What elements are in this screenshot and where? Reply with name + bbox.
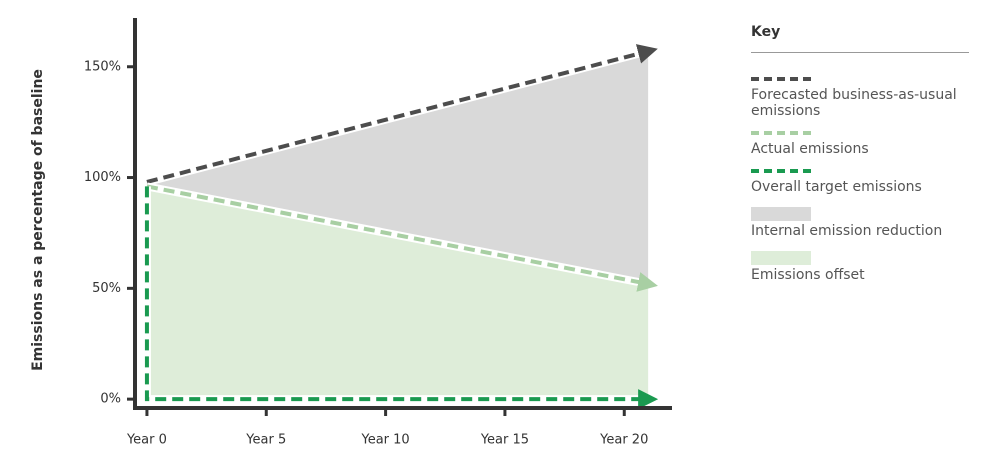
legend-swatch — [751, 251, 811, 265]
area — [146, 186, 649, 400]
line — [144, 186, 659, 410]
legend-swatch — [751, 207, 811, 221]
legend-item: Forecasted business-as-usual emissions — [751, 77, 969, 119]
chart: Emissions as a percentage of baseline 0%… — [30, 18, 672, 448]
legend-label: Internal emission reduction — [751, 223, 943, 239]
area — [146, 51, 649, 284]
y-tick-label: 150% — [84, 59, 121, 74]
x-tick-label: Year 20 — [599, 433, 648, 448]
legend: Key Forecasted business-as-usual emission… — [751, 24, 969, 295]
legend-item: Actual emissions — [751, 131, 969, 157]
y-tick-label: 50% — [92, 281, 121, 296]
y-tick-label: 100% — [84, 170, 121, 185]
x-tick-label: Year 0 — [126, 433, 167, 448]
y-axis-label: Emissions as a percentage of baseline — [30, 69, 46, 371]
legend-item: Emissions offset — [751, 251, 969, 283]
line — [146, 184, 658, 292]
legend-item: Internal emission reduction — [751, 207, 969, 239]
x-tick-label: Year 10 — [360, 433, 409, 448]
legend-label: Forecasted business-as-usual emissions — [751, 87, 957, 119]
y-tick-label: 0% — [100, 392, 121, 407]
legend-swatch — [751, 77, 811, 81]
legend-title: Key — [751, 24, 969, 53]
x-tick-label: Year 5 — [245, 433, 286, 448]
legend-swatch — [751, 131, 811, 135]
legend-swatch — [751, 169, 811, 173]
line — [146, 44, 658, 184]
x-tick-label: Year 15 — [480, 433, 529, 448]
legend-label: Overall target emissions — [751, 179, 922, 195]
legend-label: Actual emissions — [751, 141, 869, 157]
legend-item: Overall target emissions — [751, 169, 969, 195]
legend-label: Emissions offset — [751, 267, 865, 283]
